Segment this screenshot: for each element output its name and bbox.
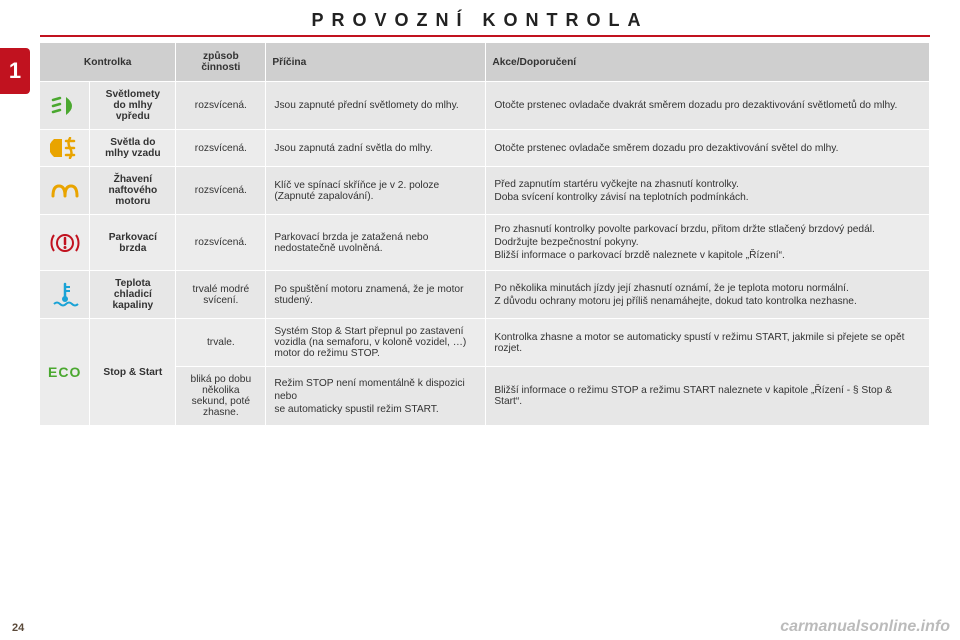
row-mode: rozsvícená.: [176, 130, 266, 167]
row-name: Světla do mlhy vzadu: [90, 130, 176, 167]
row-mode: trvalé modré svícení.: [176, 271, 266, 319]
table-row: Teplota chladicí kapaliny trvalé modré s…: [40, 271, 930, 319]
table-row: Světlomety do mlhy vpředu rozsvícená. Js…: [40, 82, 930, 130]
header-zpusob: způsob činnosti: [176, 43, 266, 82]
page-number: 24: [12, 622, 24, 634]
front-fog-light-icon: [40, 82, 90, 130]
row-name: Žhavení naftového motoru: [90, 167, 176, 215]
row-cause: Systém Stop & Start přepnul po zastavení…: [266, 319, 486, 367]
row-cause: Jsou zapnuté přední světlomety do mlhy.: [266, 82, 486, 130]
eco-stop-start-icon: ECO: [40, 319, 90, 426]
row-mode: trvale.: [176, 319, 266, 367]
row-action: Po několika minutách jízdy její zhasnutí…: [486, 271, 930, 319]
row-name: Teplota chladicí kapaliny: [90, 271, 176, 319]
action-line: Pro zhasnutí kontrolky povolte parkovací…: [494, 224, 921, 235]
row-cause: Klíč ve spínací skříňce je v 2. poloze (…: [266, 167, 486, 215]
watermark: carmanualsonline.info: [780, 618, 950, 636]
row-cause: Parkovací brzda je zatažená nebo nedosta…: [266, 215, 486, 271]
action-line: Před zapnutím startéru vyčkejte na zhasn…: [494, 179, 921, 190]
row-name: Světlomety do mlhy vpředu: [90, 82, 176, 130]
row-cause: Režim STOP není momentálně k dispozici n…: [266, 367, 486, 426]
row-mode: rozsvícená.: [176, 82, 266, 130]
table-header-row: Kontrolka způsob činnosti Příčina Akce/D…: [40, 43, 930, 82]
action-line: Bližší informace o parkovací brzdě nalez…: [494, 250, 921, 261]
table-row: ECO Stop & Start trvale. Systém Stop & S…: [40, 319, 930, 367]
header-pricina: Příčina: [266, 43, 486, 82]
row-action: Otočte prstenec ovladače směrem dozadu p…: [486, 130, 930, 167]
action-line: Z důvodu ochrany motoru jej příliš nenam…: [494, 296, 921, 307]
row-cause: Po spuštění motoru znamená, že je motor …: [266, 271, 486, 319]
rear-fog-light-icon: [40, 130, 90, 167]
row-name: Parkovací brzda: [90, 215, 176, 271]
row-action: Před zapnutím startéru vyčkejte na zhasn…: [486, 167, 930, 215]
cause-line: nebo: [274, 391, 477, 402]
row-action: Otočte prstenec ovladače dvakrát směrem …: [486, 82, 930, 130]
glow-plug-icon: [40, 167, 90, 215]
row-mode: bliká po dobu několika sekund, poté zhas…: [176, 367, 266, 426]
warning-lights-table: Kontrolka způsob činnosti Příčina Akce/D…: [40, 43, 930, 426]
action-line: Dodržujte bezpečnostní pokyny.: [494, 237, 921, 248]
row-mode: rozsvícená.: [176, 215, 266, 271]
header-kontrolka: Kontrolka: [40, 43, 176, 82]
header-akce: Akce/Doporučení: [486, 43, 930, 82]
page-title: PROVOZNÍ KONTROLA: [0, 0, 960, 35]
row-action: Kontrolka zhasne a motor se automaticky …: [486, 319, 930, 367]
table-row: Světla do mlhy vzadu rozsvícená. Jsou za…: [40, 130, 930, 167]
row-action: Bližší informace o režimu STOP a režimu …: [486, 367, 930, 426]
row-action: Pro zhasnutí kontrolky povolte parkovací…: [486, 215, 930, 271]
table-row: Parkovací brzda rozsvícená. Parkovací br…: [40, 215, 930, 271]
action-line: Doba svícení kontrolky závisí na teplotn…: [494, 192, 921, 203]
row-name: Stop & Start: [90, 319, 176, 426]
section-tab: 1: [0, 48, 30, 94]
parking-brake-icon: [40, 215, 90, 271]
table-row: Žhavení naftového motoru rozsvícená. Klí…: [40, 167, 930, 215]
row-cause: Jsou zapnutá zadní světla do mlhy.: [266, 130, 486, 167]
coolant-temperature-icon: [40, 271, 90, 319]
title-underline: [40, 35, 930, 37]
action-line: Po několika minutách jízdy její zhasnutí…: [494, 283, 921, 294]
cause-line: Režim STOP není momentálně k dispozici: [274, 378, 477, 389]
cause-line: se automaticky spustil režim START.: [274, 404, 477, 415]
row-mode: rozsvícená.: [176, 167, 266, 215]
